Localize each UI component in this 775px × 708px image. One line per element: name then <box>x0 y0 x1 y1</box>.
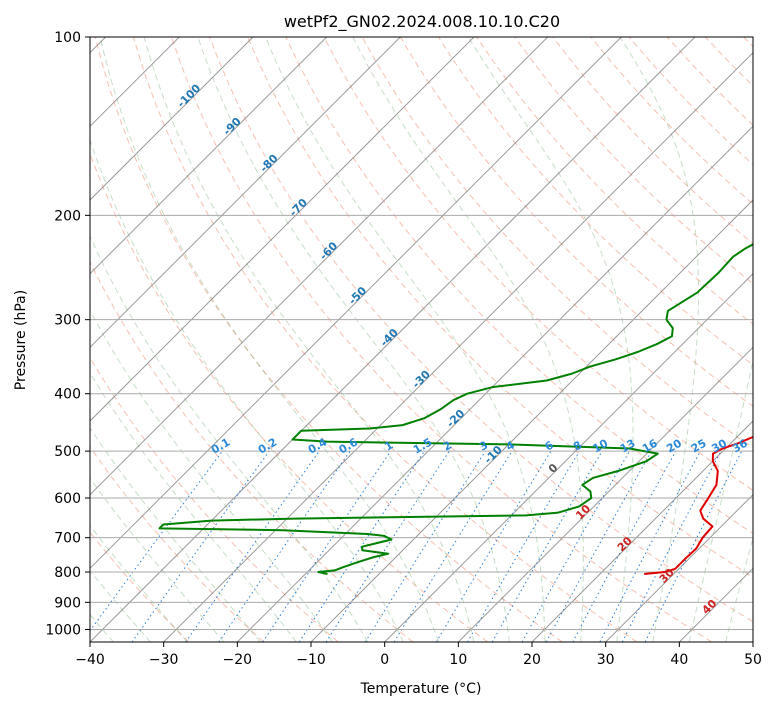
dry-adiabat <box>285 37 753 535</box>
moist-adiabat <box>265 37 546 642</box>
mixing-ratio-line <box>467 450 580 642</box>
dry-adiabat <box>94 37 563 642</box>
mixing-ratio-line <box>131 450 270 642</box>
temperature-line <box>644 435 753 575</box>
dewpoint-line <box>158 243 753 575</box>
pressure-gridlines <box>90 37 753 630</box>
moist-adiabat <box>90 309 333 642</box>
x-tick-label: 0 <box>380 652 389 668</box>
isotherm <box>90 37 696 642</box>
x-axis: −40 −30 −20 −10 0 10 20 30 40 50 <box>75 642 762 668</box>
y-tick-label: 1000 <box>45 622 81 638</box>
y-tick-label: 400 <box>54 387 81 403</box>
isotherm <box>457 346 753 642</box>
isotherm <box>90 37 622 570</box>
isotherm <box>90 37 401 349</box>
mixing-ratio-line <box>325 450 450 642</box>
dry-adiabat <box>90 446 264 642</box>
x-tick-label: 30 <box>597 652 615 668</box>
y-tick-label: 200 <box>54 208 81 224</box>
isotherm <box>236 125 753 642</box>
dry-adiabat <box>171 37 713 642</box>
x-tick-label: −30 <box>149 652 179 668</box>
moist-adiabat <box>725 536 753 642</box>
y-tick-label: 100 <box>54 30 81 46</box>
mixing-ratio-line <box>218 450 351 642</box>
moist-adiabat <box>619 37 700 642</box>
plot-area: -100-90-80-70-60-50-40-30-20-10010203040… <box>90 37 753 642</box>
y-axis: 100 200 300 400 500 600 700 800 900 1000 <box>45 30 90 638</box>
x-axis-label: Temperature (°C) <box>360 681 482 697</box>
mixing-ratio-line <box>185 450 320 642</box>
isotherms <box>90 37 753 642</box>
mixing-ratio-line <box>364 450 486 642</box>
mixing-ratio-line <box>599 450 701 642</box>
x-tick-label: 40 <box>670 652 688 668</box>
chart-title: wetPf2_GN02.2024.008.10.10.C20 <box>284 12 560 32</box>
y-tick-label: 300 <box>54 313 81 329</box>
mixing-ratio-line <box>393 450 513 642</box>
plot-frame <box>89 36 754 643</box>
dry-adiabat <box>90 260 414 642</box>
isotherm <box>531 420 753 642</box>
mixing-ratio-line <box>572 450 677 642</box>
mixing-ratio-line <box>298 450 425 642</box>
moist-adiabat <box>90 569 151 642</box>
x-tick-label: −10 <box>296 652 326 668</box>
y-tick-label: 800 <box>54 565 81 581</box>
mixing-ratio-line <box>435 450 552 642</box>
mixing-ratio-lines <box>90 450 743 642</box>
isotherm <box>310 199 753 642</box>
isotherm <box>384 272 753 642</box>
y-tick-label: 900 <box>54 595 81 611</box>
y-tick-label: 700 <box>54 531 81 547</box>
isotherm <box>90 37 254 201</box>
isotherm <box>90 37 475 422</box>
moist-adiabat <box>197 37 510 642</box>
dry-adiabat <box>132 37 638 642</box>
x-tick-label: 50 <box>744 652 762 668</box>
moist-adiabat <box>90 138 404 642</box>
dry-adiabat <box>209 37 753 623</box>
isotherm <box>163 51 753 642</box>
moist-adiabat <box>90 234 369 642</box>
isotherm <box>90 37 328 275</box>
series-lines <box>158 243 753 575</box>
moist-adiabat <box>99 37 439 642</box>
moist-adiabat <box>90 524 188 642</box>
x-tick-label: 20 <box>523 652 541 668</box>
mixing-ratio-line <box>262 450 392 642</box>
y-axis-label: Pressure (hPa) <box>13 290 29 390</box>
moist-adiabat <box>688 358 753 642</box>
x-tick-label: −20 <box>223 652 253 668</box>
moist-adiabat <box>143 37 475 642</box>
moist-adiabat <box>352 37 584 642</box>
moist-adiabat <box>90 477 225 642</box>
x-tick-label: 10 <box>449 652 467 668</box>
isotherm <box>90 37 549 496</box>
y-tick-label: 500 <box>54 444 81 460</box>
y-tick-label: 600 <box>54 491 81 507</box>
moist-adiabat <box>90 371 297 642</box>
isotherm <box>605 493 753 642</box>
dry-adiabats <box>90 37 753 642</box>
moist-adiabat <box>90 427 261 642</box>
x-tick-label: −40 <box>75 652 105 668</box>
dry-adiabat <box>323 37 753 491</box>
dry-adiabat <box>247 37 753 578</box>
dry-adiabat <box>476 37 753 325</box>
dry-adiabat <box>514 37 753 285</box>
